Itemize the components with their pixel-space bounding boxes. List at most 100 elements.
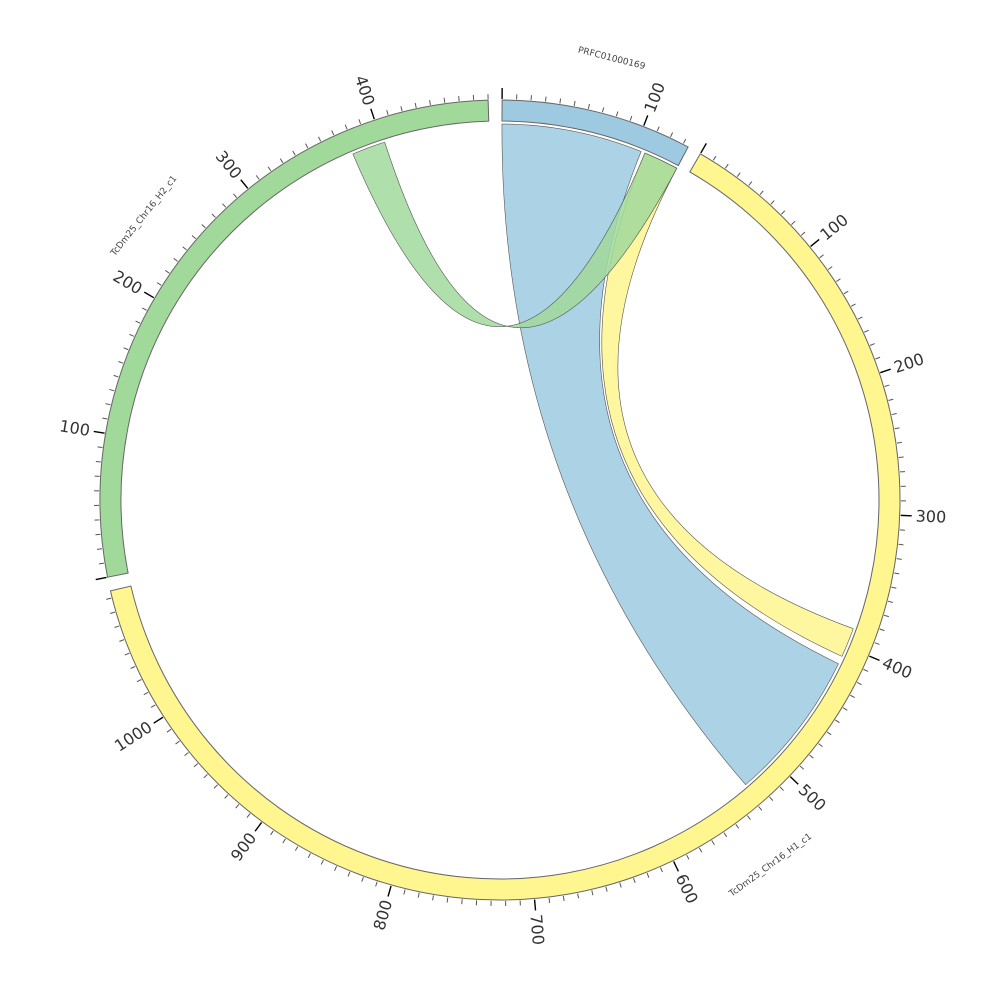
minor-tick [361, 876, 364, 882]
minor-tick [386, 109, 389, 116]
minor-tick [879, 628, 885, 632]
minor-tick [896, 441, 902, 444]
minor-tick [587, 103, 590, 109]
minor-tick [883, 614, 890, 618]
minor-tick [898, 456, 904, 458]
minor-tick [334, 865, 338, 871]
major-tick [789, 776, 799, 785]
minor-tick [686, 854, 690, 860]
minor-tick [646, 872, 650, 878]
minor-tick [891, 413, 897, 416]
minor-tick [375, 881, 378, 887]
minor-tick [770, 200, 775, 205]
major-tick [370, 108, 375, 120]
sector-TcDm25_Chr16_H1_c1[interactable] [109, 153, 901, 901]
major-tick [93, 430, 105, 434]
minor-tick [344, 124, 348, 130]
minor-tick [746, 815, 751, 820]
minor-tick [863, 668, 869, 672]
minor-tick [203, 773, 208, 779]
sector-TcDm25_Chr16_H2_c1[interactable] [99, 99, 490, 578]
minor-tick [347, 871, 351, 877]
minor-tick [267, 166, 272, 172]
minor-tick [826, 731, 832, 736]
minor-tick [573, 100, 576, 107]
minor-tick [835, 278, 841, 282]
minor-tick [417, 892, 420, 898]
major-tick [143, 291, 155, 299]
tick-label: 100 [640, 80, 669, 115]
minor-tick [633, 877, 636, 884]
minor-tick [305, 143, 309, 149]
minor-tick [819, 254, 824, 259]
tick-label: 700 [526, 914, 548, 946]
tick-label: 100 [58, 416, 91, 440]
minor-tick [712, 155, 717, 161]
minor-tick [629, 115, 633, 121]
minor-tick [400, 106, 403, 112]
minor-tick [105, 403, 111, 406]
minor-tick [458, 96, 460, 102]
minor-tick [443, 97, 446, 103]
minor-tick [211, 213, 216, 218]
minor-tick [856, 681, 862, 686]
tick-label: 800 [370, 898, 397, 933]
minor-tick [282, 838, 286, 844]
major-tick [254, 822, 263, 832]
minor-tick [605, 886, 608, 892]
minor-tick [136, 679, 142, 683]
minor-tick [318, 136, 322, 142]
minor-tick [102, 417, 108, 420]
minor-tick [736, 172, 741, 177]
minor-tick [835, 719, 840, 724]
minor-tick [193, 763, 199, 768]
sector-PRFC01000169[interactable] [501, 99, 689, 167]
minor-tick [292, 150, 296, 156]
minor-tick [331, 130, 335, 136]
minor-tick [894, 427, 900, 430]
minor-tick [235, 804, 240, 809]
minor-tick [294, 846, 299, 851]
minor-tick [869, 343, 875, 346]
minor-tick [166, 728, 172, 733]
minor-tick [842, 707, 848, 711]
minor-tick [769, 796, 774, 801]
major-tick [673, 861, 680, 872]
minor-tick [123, 347, 129, 351]
minor-tick [809, 754, 814, 759]
minor-tick [164, 269, 170, 274]
minor-tick [143, 691, 149, 696]
sector-label: PRFC01000169 [577, 46, 647, 73]
tick-label: 600 [672, 871, 702, 907]
minor-tick [759, 190, 764, 196]
minor-tick [307, 853, 311, 859]
minor-tick [114, 625, 120, 628]
minor-tick [683, 138, 687, 144]
minor-tick [184, 752, 189, 756]
minor-tick [320, 859, 324, 865]
minor-tick [827, 266, 833, 270]
tick-label: 400 [879, 653, 915, 682]
minor-tick [544, 96, 547, 102]
minor-tick [894, 572, 900, 575]
tick-label: 900 [227, 829, 260, 865]
minor-tick [850, 694, 855, 699]
minor-tick [222, 203, 227, 208]
minor-tick [601, 107, 605, 113]
ticks-layer: 100 100 200 300 400 500 600 700 800 900 1000 100 200… [58, 73, 946, 946]
minor-tick [201, 224, 206, 229]
minor-tick [723, 832, 728, 838]
major-tick [240, 179, 249, 189]
minor-tick [414, 102, 417, 108]
minor-tick [135, 320, 141, 324]
minor-tick [615, 111, 619, 117]
minor-tick [119, 639, 125, 642]
tick-label: 300 [915, 506, 946, 526]
minor-tick [106, 597, 112, 600]
minor-tick [724, 163, 729, 169]
minor-tick [182, 246, 187, 251]
minor-tick [232, 193, 237, 198]
minor-tick [559, 98, 562, 104]
minor-tick [98, 562, 105, 565]
